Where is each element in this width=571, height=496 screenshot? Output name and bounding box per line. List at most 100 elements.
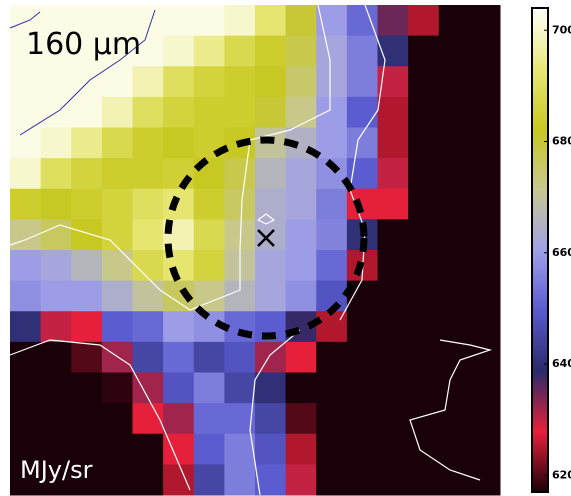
cell bbox=[255, 341, 287, 373]
cell bbox=[193, 96, 225, 128]
colorbar-tick-label: 700 bbox=[552, 23, 571, 36]
cell bbox=[408, 250, 440, 282]
cell bbox=[255, 96, 287, 128]
cell bbox=[71, 96, 103, 128]
cell bbox=[285, 5, 317, 37]
cell bbox=[469, 464, 501, 496]
cell bbox=[163, 403, 195, 435]
cell bbox=[285, 250, 317, 282]
cell bbox=[40, 5, 72, 37]
cell bbox=[255, 280, 287, 312]
cell bbox=[193, 188, 225, 220]
cell bbox=[101, 403, 133, 435]
cell bbox=[224, 66, 256, 98]
cell bbox=[163, 158, 195, 190]
cell bbox=[408, 127, 440, 159]
contour bbox=[9, 11, 41, 29]
cell bbox=[101, 280, 133, 312]
cell bbox=[346, 433, 378, 465]
cell bbox=[10, 341, 42, 373]
cell bbox=[316, 96, 348, 128]
cell bbox=[132, 250, 164, 282]
band-label: 160 μm bbox=[26, 27, 141, 62]
cell bbox=[132, 464, 164, 496]
cell bbox=[346, 96, 378, 128]
cell bbox=[346, 5, 378, 37]
cell bbox=[316, 219, 348, 251]
cell bbox=[255, 158, 287, 190]
contours-blue bbox=[9, 9, 156, 136]
cell bbox=[255, 403, 287, 435]
aperture bbox=[164, 136, 368, 340]
colorbar bbox=[531, 7, 549, 493]
cell bbox=[71, 311, 103, 343]
cell bbox=[408, 372, 440, 404]
cell bbox=[101, 341, 133, 373]
cell bbox=[377, 35, 409, 67]
cell bbox=[438, 311, 470, 343]
cell bbox=[10, 372, 42, 404]
cell bbox=[40, 66, 72, 98]
cell bbox=[224, 464, 256, 496]
cell bbox=[346, 311, 378, 343]
cell bbox=[346, 372, 378, 404]
cell bbox=[438, 127, 470, 159]
cell bbox=[224, 5, 256, 37]
cell bbox=[438, 66, 470, 98]
cell bbox=[285, 280, 317, 312]
cell bbox=[469, 433, 501, 465]
cell bbox=[469, 96, 501, 128]
cell bbox=[469, 372, 501, 404]
cell bbox=[71, 341, 103, 373]
cell bbox=[10, 280, 42, 312]
cell bbox=[40, 250, 72, 282]
cell bbox=[193, 433, 225, 465]
cell bbox=[193, 403, 225, 435]
cell bbox=[469, 158, 501, 190]
cell bbox=[71, 280, 103, 312]
cell bbox=[193, 219, 225, 251]
cell bbox=[163, 35, 195, 67]
cell bbox=[132, 280, 164, 312]
cell bbox=[132, 127, 164, 159]
cell bbox=[132, 35, 164, 67]
cell bbox=[163, 464, 195, 496]
cell bbox=[377, 158, 409, 190]
contour bbox=[249, 329, 301, 496]
cell bbox=[132, 158, 164, 190]
cell bbox=[316, 403, 348, 435]
contour bbox=[19, 9, 156, 136]
cell bbox=[193, 250, 225, 282]
cell bbox=[132, 66, 164, 98]
cell bbox=[346, 35, 378, 67]
cell bbox=[132, 403, 164, 435]
cell bbox=[71, 35, 103, 67]
cell bbox=[101, 433, 133, 465]
cell bbox=[71, 158, 103, 190]
contour bbox=[339, 4, 386, 321]
cell bbox=[346, 403, 378, 435]
cell bbox=[10, 250, 42, 282]
cell bbox=[469, 127, 501, 159]
cell bbox=[40, 311, 72, 343]
cell bbox=[469, 311, 501, 343]
cell bbox=[132, 311, 164, 343]
cell bbox=[71, 188, 103, 220]
cell bbox=[10, 127, 42, 159]
cell bbox=[40, 464, 72, 496]
cell bbox=[285, 158, 317, 190]
cell bbox=[316, 250, 348, 282]
cell bbox=[101, 250, 133, 282]
cell bbox=[285, 372, 317, 404]
cell bbox=[10, 433, 42, 465]
cell bbox=[255, 464, 287, 496]
cell bbox=[469, 219, 501, 251]
cell bbox=[163, 5, 195, 37]
cell bbox=[10, 158, 42, 190]
cell bbox=[40, 372, 72, 404]
cell bbox=[224, 188, 256, 220]
cell bbox=[193, 341, 225, 373]
cell bbox=[285, 433, 317, 465]
cell bbox=[10, 5, 42, 37]
